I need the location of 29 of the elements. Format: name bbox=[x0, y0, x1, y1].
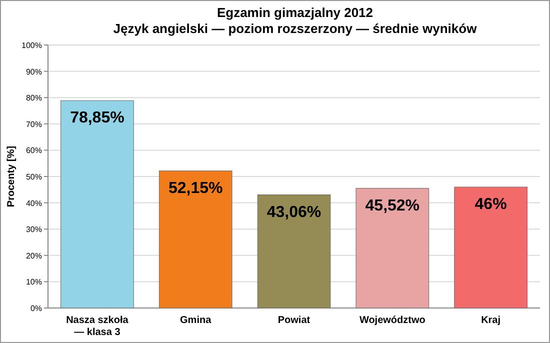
x-tick-label: Gmina bbox=[180, 315, 212, 326]
x-tick-label: Województwo bbox=[359, 315, 426, 326]
chart-title: Egzamin gimazjalny 2012 bbox=[216, 5, 374, 20]
bar bbox=[454, 186, 528, 308]
y-tick-label: 100% bbox=[22, 41, 42, 50]
y-tick-label: 30% bbox=[26, 225, 42, 234]
y-axis-title: Procenty [%] bbox=[6, 146, 17, 208]
bar bbox=[60, 100, 134, 308]
bar bbox=[257, 194, 331, 308]
y-tick-label: 50% bbox=[26, 172, 42, 182]
x-tick-label: Kraj bbox=[481, 315, 501, 326]
x-tick-label: Nasza szkoła — klasa 3 bbox=[66, 315, 129, 338]
data-label: 46% bbox=[474, 196, 507, 214]
data-label: 78,85% bbox=[70, 110, 124, 127]
y-tick-label: 70% bbox=[26, 120, 42, 129]
y-tick-label: 40% bbox=[26, 198, 42, 208]
y-tick-label: 90% bbox=[26, 67, 42, 76]
bar bbox=[158, 170, 232, 308]
data-label: 43,06% bbox=[266, 204, 322, 221]
y-tick-label: 60% bbox=[26, 146, 42, 156]
y-tick-label: 80% bbox=[26, 94, 42, 103]
y-tick-label: 0% bbox=[30, 304, 42, 313]
y-tick-label: 20% bbox=[26, 251, 42, 260]
y-tick-label: 10% bbox=[26, 278, 42, 287]
bar bbox=[356, 188, 430, 308]
data-label: 45,52% bbox=[365, 197, 420, 214]
data-label: 52,15% bbox=[168, 180, 223, 197]
chart-subtitle: Język angielski — poziom rozszerzony — średnie wyników bbox=[113, 21, 478, 36]
x-tick-label: Powiat bbox=[278, 315, 311, 326]
